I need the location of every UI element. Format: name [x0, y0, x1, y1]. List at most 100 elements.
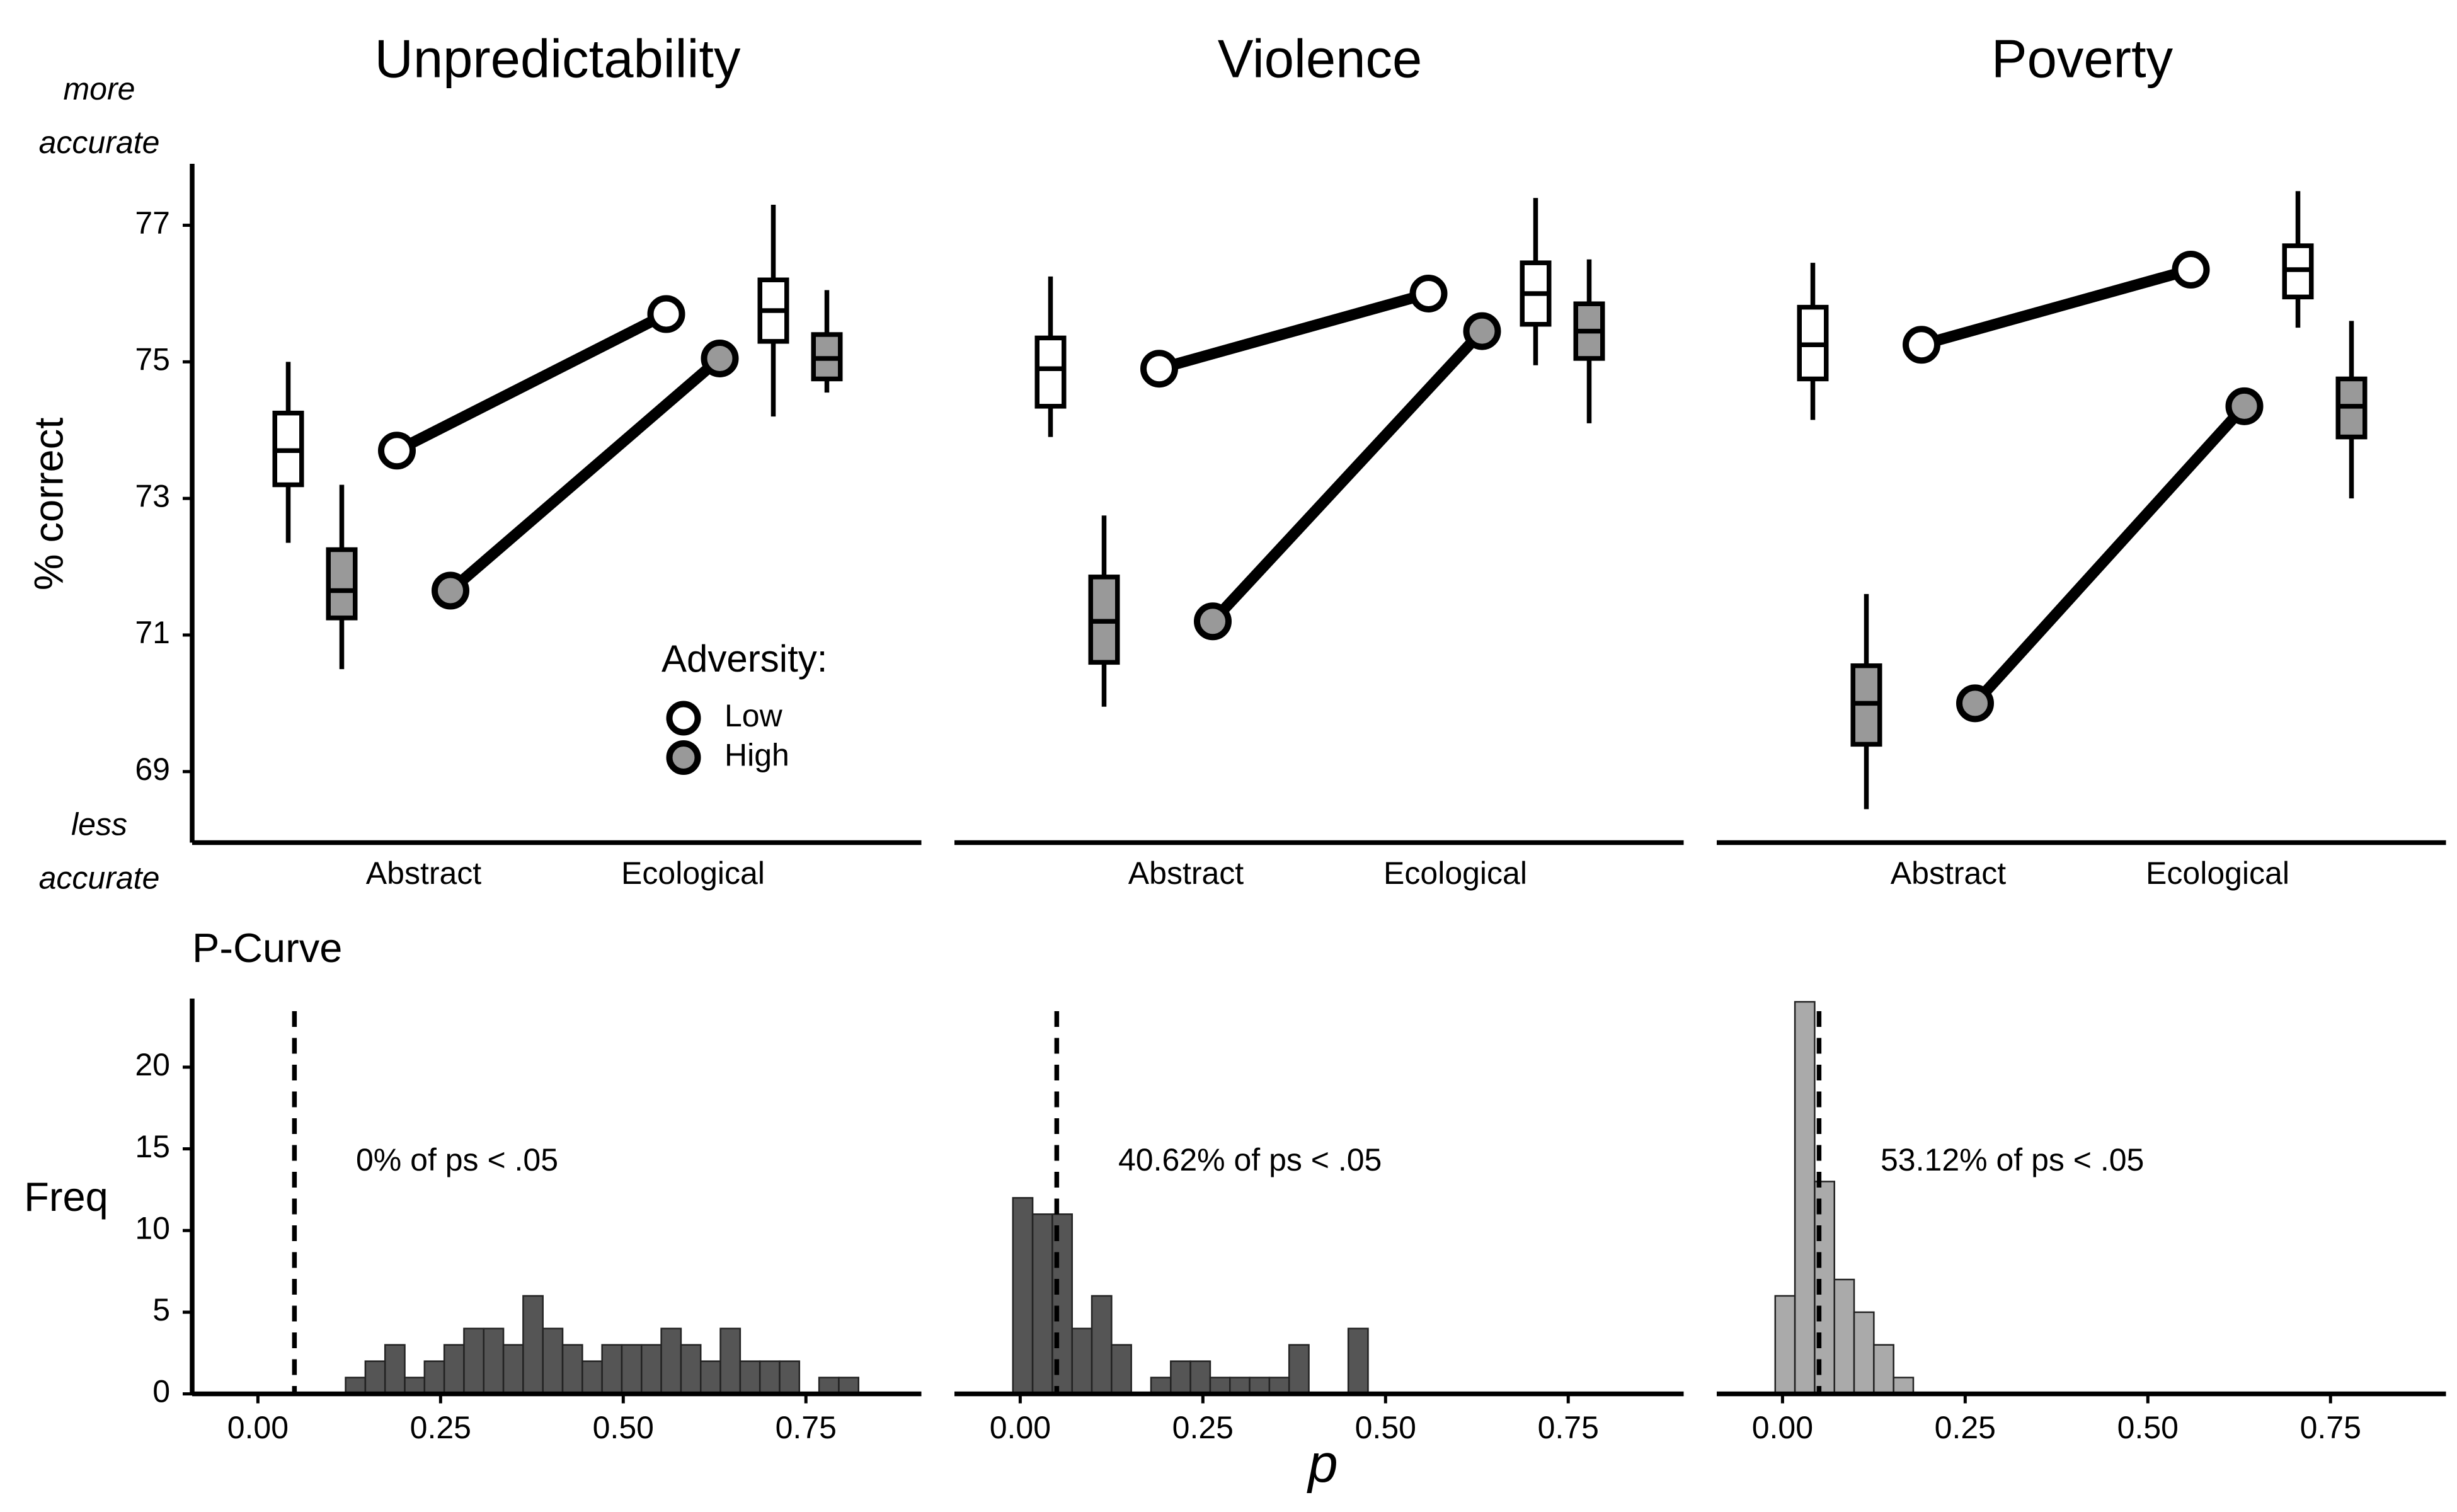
hist-bar: [443, 1344, 465, 1395]
hist-bar: [1170, 1360, 1191, 1395]
x-axis-title: p: [1306, 1434, 1337, 1494]
hist-bar: [779, 1360, 801, 1395]
x-tick-label: 0.00: [990, 1410, 1051, 1445]
legend-swatch: [666, 701, 701, 736]
hist-bar: [1288, 1344, 1310, 1395]
y-tick-label: 15: [135, 1129, 170, 1164]
box: [326, 547, 358, 621]
y-axis-title: Freq: [24, 1174, 108, 1220]
mean-point: [2225, 387, 2264, 425]
hist-bar: [1268, 1377, 1290, 1395]
mean-point: [1194, 602, 1232, 641]
mean-line: [1971, 402, 2248, 707]
hist-bar: [1012, 1197, 1034, 1395]
hist-bar: [1347, 1327, 1369, 1395]
panel-title: Poverty: [1991, 29, 2174, 89]
mean-point: [378, 432, 416, 470]
hist-bar: [680, 1344, 702, 1395]
hist-bar: [463, 1327, 485, 1395]
mean-point: [1409, 274, 1448, 312]
x-tick-label: Abstract: [1891, 856, 2007, 891]
annotation: 40.62% of ps < .05: [1118, 1142, 1382, 1177]
y-tick-label: 0: [152, 1374, 170, 1409]
hist-bar: [1189, 1360, 1211, 1395]
x-tick-label: 0.50: [1355, 1410, 1416, 1445]
axis-note: more: [64, 71, 135, 106]
hist-bar: [838, 1377, 860, 1395]
hist-bar: [641, 1344, 662, 1395]
hist-bar: [719, 1327, 742, 1395]
legend-swatch: [666, 740, 701, 775]
hist-bar: [423, 1360, 445, 1395]
axis-note: accurate: [39, 861, 160, 896]
hist-bar: [1893, 1377, 1915, 1395]
y-tick-label: 10: [135, 1210, 170, 1246]
mean-point: [1956, 684, 1994, 723]
box: [1034, 335, 1067, 409]
x-tick-label: Ecological: [2146, 856, 2289, 891]
hist-bar: [621, 1344, 643, 1395]
x-tick-label: Abstract: [1128, 856, 1244, 891]
hist-bar: [1031, 1213, 1053, 1395]
hist-bar: [1150, 1377, 1172, 1395]
mean-point: [2172, 251, 2210, 289]
mean-line: [447, 354, 724, 595]
y-axis-title: % correct: [26, 418, 72, 591]
x-tick-label: Ecological: [1383, 856, 1527, 891]
mean-point: [1140, 350, 1178, 388]
hist-bar: [739, 1360, 761, 1395]
hist-bar: [699, 1360, 721, 1395]
y-tick-label: 5: [152, 1292, 170, 1327]
hist-bar: [561, 1344, 583, 1395]
x-tick-label: 0.25: [1935, 1410, 1996, 1445]
x-tick-label: 0.00: [227, 1410, 289, 1445]
x-tick-label: 0.50: [2117, 1410, 2179, 1445]
x-tick-label: 0.25: [1172, 1410, 1234, 1445]
hist-bar: [581, 1360, 603, 1395]
hist-bar: [404, 1377, 426, 1395]
hist-bar: [384, 1344, 406, 1395]
hist-bar: [522, 1295, 544, 1395]
hist-bar: [345, 1377, 367, 1395]
y-tick-label: 77: [135, 205, 170, 241]
hist-bar: [601, 1344, 623, 1395]
x-tick-label: 0.75: [776, 1410, 837, 1445]
y-tick-label: 75: [135, 342, 170, 377]
hist-bar: [1229, 1377, 1251, 1395]
x-tick-label: Ecological: [621, 856, 765, 891]
mean-line: [1920, 264, 2192, 350]
hist-bar: [818, 1377, 840, 1395]
y-tick-label: 69: [135, 752, 170, 787]
mean-point: [432, 571, 469, 610]
hist-bar: [1833, 1278, 1855, 1395]
legend-label: Low: [724, 698, 783, 733]
axis-note: accurate: [39, 125, 160, 160]
legend-title: Adversity:: [662, 638, 827, 680]
x-tick-label: 0.00: [1752, 1410, 1813, 1445]
panel-title: Unpredictability: [374, 29, 741, 89]
mean-point: [647, 295, 685, 333]
x-tick-label: Abstract: [366, 856, 482, 891]
panel-title: P-Curve: [192, 925, 342, 971]
mean-point: [1463, 312, 1501, 350]
y-tick-label: 73: [135, 478, 170, 513]
hist-bar: [1774, 1295, 1796, 1395]
hist-bar: [1091, 1295, 1113, 1395]
hist-bar: [1071, 1327, 1093, 1395]
annotation: 0% of ps < .05: [356, 1142, 558, 1177]
hist-bar: [1111, 1344, 1132, 1395]
panel-title: Violence: [1218, 29, 1423, 89]
axis-note: less: [71, 807, 127, 842]
mean-line: [1208, 327, 1486, 626]
legend-label: High: [724, 738, 789, 773]
y-tick-label: 20: [135, 1047, 170, 1082]
hist-bar: [1873, 1344, 1894, 1395]
x-tick-label: 0.25: [410, 1410, 471, 1445]
mean-point: [1903, 326, 1940, 364]
hist-bar: [483, 1327, 505, 1395]
y-tick-label: 71: [135, 615, 170, 650]
annotation: 53.12% of ps < .05: [1881, 1142, 2144, 1177]
hist-bar: [542, 1327, 564, 1395]
hist-bar: [1853, 1311, 1875, 1395]
mean-line: [394, 309, 669, 456]
